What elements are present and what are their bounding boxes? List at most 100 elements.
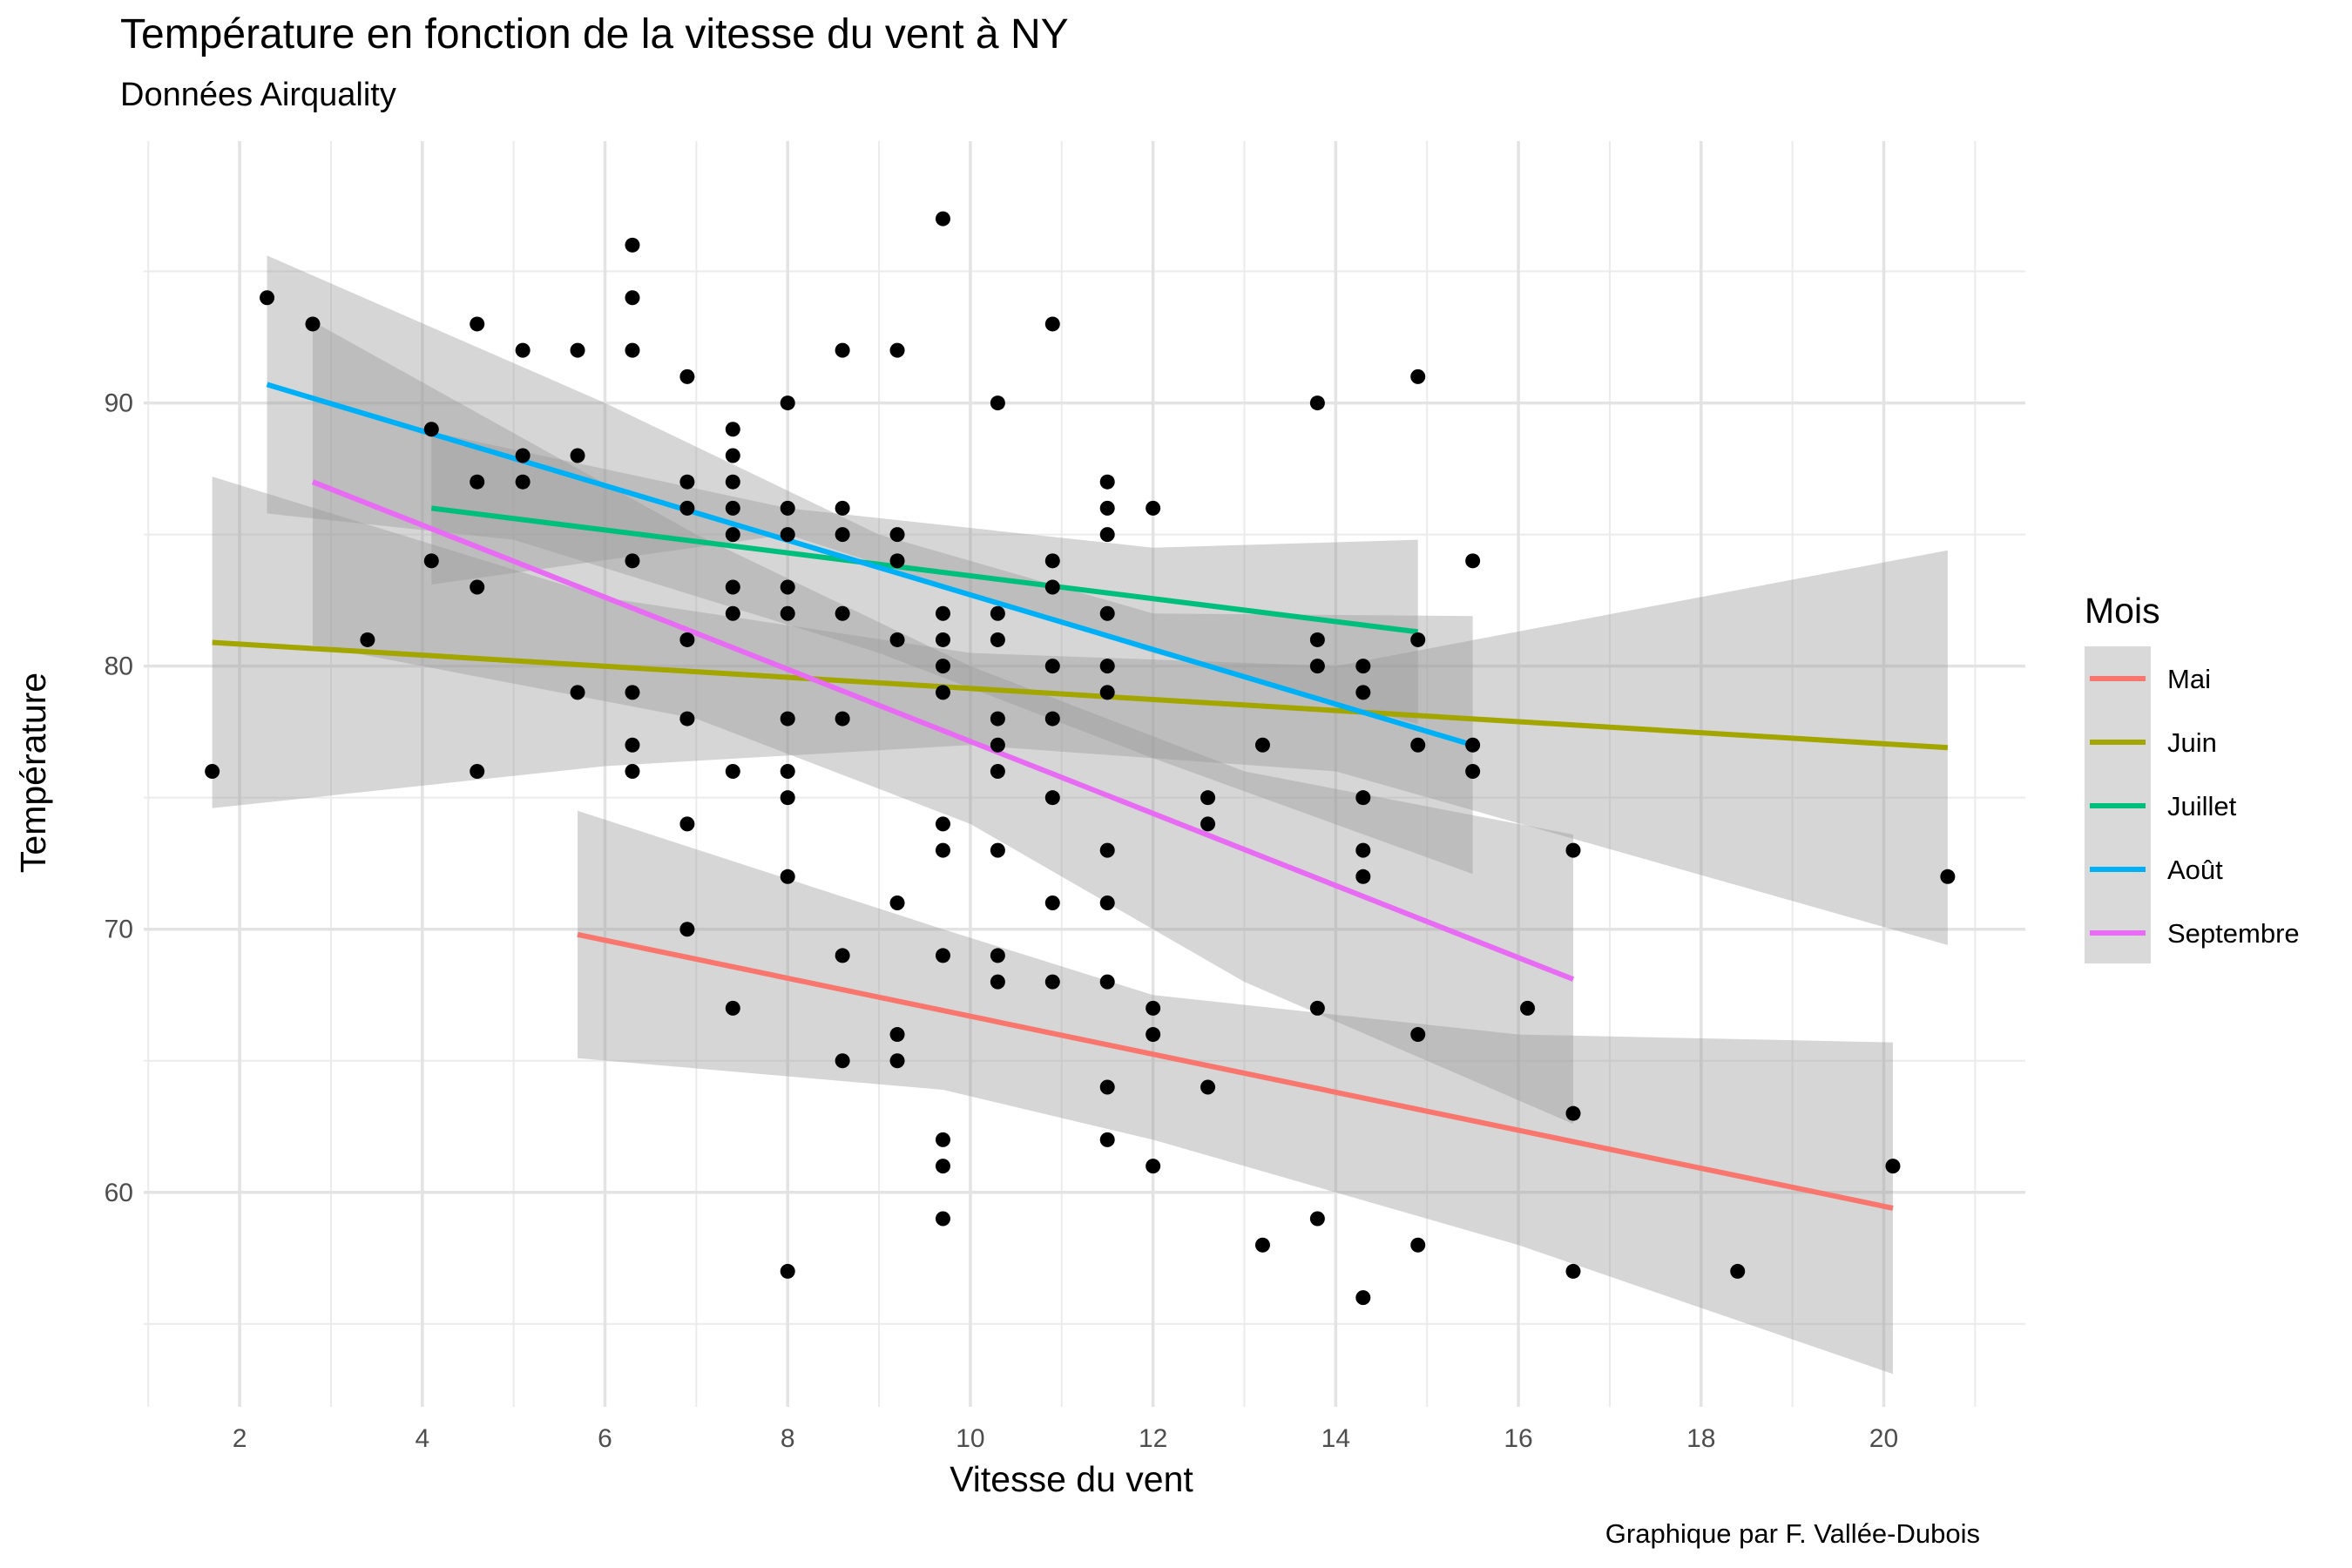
data-point — [889, 527, 905, 543]
regression-line — [212, 639, 1949, 751]
data-point — [625, 763, 640, 779]
data-point — [679, 922, 695, 937]
x-tick-label: 18 — [1686, 1424, 1715, 1453]
data-point — [1355, 1290, 1371, 1306]
data-point — [1410, 368, 1426, 384]
data-point — [889, 342, 905, 358]
chart-subtitle: Données Airquality — [120, 77, 396, 113]
y-axis-ticks: 60 70 80 90 — [105, 389, 133, 1207]
data-point — [725, 500, 740, 516]
data-point — [260, 290, 275, 306]
data-point — [889, 896, 905, 911]
data-point — [1200, 1079, 1216, 1095]
data-point — [1565, 842, 1581, 858]
data-point — [935, 948, 950, 963]
data-point — [1309, 1211, 1325, 1227]
data-point — [1355, 790, 1371, 806]
data-point — [1099, 605, 1115, 621]
data-point — [1044, 711, 1060, 727]
data-point — [889, 1053, 905, 1069]
data-point — [1520, 1000, 1536, 1016]
data-point — [470, 474, 485, 490]
data-point — [679, 632, 695, 647]
data-point — [1730, 1263, 1746, 1279]
data-point — [725, 763, 740, 779]
x-axis-ticks: 2 4 6 8 10 12 14 16 18 20 — [233, 1424, 1898, 1453]
data-point — [1200, 790, 1216, 806]
chart-caption: Graphique par F. Vallée-Dubois — [1605, 1518, 1980, 1549]
data-point — [625, 290, 640, 306]
data-point — [1465, 553, 1481, 569]
data-point — [780, 605, 795, 621]
data-point — [423, 422, 439, 437]
data-point — [780, 790, 795, 806]
data-point — [990, 605, 1005, 621]
data-point — [1309, 659, 1325, 674]
legend-label: Août — [2167, 855, 2223, 885]
data-point — [625, 685, 640, 700]
regression-lines — [212, 382, 1949, 1211]
legend-label: Juin — [2167, 727, 2217, 758]
data-point — [990, 737, 1005, 753]
data-point — [935, 842, 950, 858]
data-point — [780, 868, 795, 884]
data-point — [1355, 659, 1371, 674]
data-point — [835, 1053, 850, 1069]
data-point — [625, 553, 640, 569]
legend-label: Septembre — [2167, 918, 2300, 949]
y-axis-title: Température — [13, 672, 53, 873]
data-point — [1565, 1263, 1581, 1279]
data-point — [1355, 842, 1371, 858]
grid-major — [144, 141, 2025, 1407]
data-point — [780, 395, 795, 411]
x-tick-label: 16 — [1504, 1424, 1532, 1453]
data-point — [1355, 685, 1371, 700]
data-point — [889, 553, 905, 569]
data-point — [679, 368, 695, 384]
x-tick-label: 14 — [1321, 1424, 1350, 1453]
data-point — [1410, 1237, 1426, 1253]
data-point — [935, 1211, 950, 1227]
data-point — [725, 605, 740, 621]
chart-title: Température en fonction de la vitesse du… — [120, 11, 1069, 57]
data-point — [1940, 868, 1956, 884]
data-point — [1099, 974, 1115, 990]
data-point — [1044, 316, 1060, 332]
data-point — [205, 763, 220, 779]
data-point — [835, 948, 850, 963]
data-point — [835, 527, 850, 543]
data-point — [1044, 579, 1060, 595]
data-point — [725, 474, 740, 490]
data-point — [1099, 500, 1115, 516]
data-point — [1465, 763, 1481, 779]
x-tick-label: 8 — [781, 1424, 795, 1453]
data-point — [1099, 527, 1115, 543]
data-point — [780, 711, 795, 727]
data-point — [725, 1000, 740, 1016]
data-points — [205, 211, 1956, 1306]
data-point — [1146, 1159, 1161, 1174]
data-point — [1099, 685, 1115, 700]
legend-title: Mois — [2085, 591, 2160, 631]
data-point — [935, 1132, 950, 1147]
data-point — [470, 316, 485, 332]
data-point — [423, 553, 439, 569]
data-point — [1410, 737, 1426, 753]
confidence-bands — [212, 255, 1948, 1375]
data-point — [679, 816, 695, 832]
data-point — [1355, 868, 1371, 884]
data-point — [990, 763, 1005, 779]
x-axis-title: Vitesse du vent — [950, 1459, 1193, 1499]
regression-line — [577, 931, 1894, 1211]
regression-line — [266, 382, 1474, 748]
data-point — [1099, 896, 1115, 911]
data-point — [725, 579, 740, 595]
x-tick-label: 12 — [1139, 1424, 1167, 1453]
y-tick-label: 60 — [105, 1179, 133, 1207]
data-point — [570, 685, 585, 700]
data-point — [780, 527, 795, 543]
y-tick-label: 70 — [105, 916, 133, 944]
data-point — [515, 474, 531, 490]
data-point — [679, 500, 695, 516]
